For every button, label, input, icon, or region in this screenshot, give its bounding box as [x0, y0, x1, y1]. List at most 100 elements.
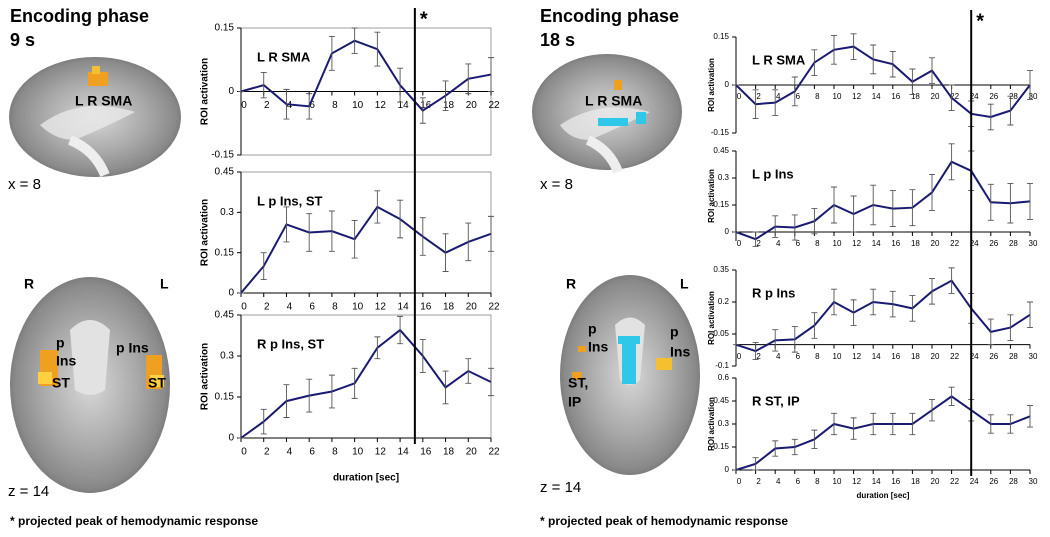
- error-bar: [397, 199, 404, 239]
- error-bar: [811, 208, 818, 235]
- error-bar: [929, 278, 935, 305]
- y-tick-label: 0.15: [215, 392, 235, 403]
- error-bar: [889, 50, 896, 78]
- data-line: [240, 328, 492, 439]
- x-tick-label: 8: [332, 447, 338, 458]
- x-tick-label: 28: [1009, 477, 1018, 486]
- x-tick-label: 8: [815, 92, 820, 101]
- error-bar: [772, 215, 779, 238]
- error-bar: [465, 63, 472, 95]
- y-tick-label: -0.15: [211, 150, 234, 161]
- error-bar: [889, 190, 896, 228]
- y-tick-label: 0: [725, 465, 730, 474]
- x-tick-label: 26: [989, 477, 998, 486]
- error-bar: [465, 222, 472, 262]
- y-axis-label: ROI activation: [200, 58, 211, 125]
- x-tick-label: 16: [891, 477, 900, 486]
- peak-marker-label: *: [420, 8, 428, 30]
- y-tick-label: 0.6: [718, 373, 730, 382]
- error-bar: [811, 49, 818, 76]
- x-tick-label: 0: [737, 239, 742, 248]
- x-tick-label: 6: [309, 302, 315, 313]
- x-tick-label: 4: [776, 92, 781, 101]
- x-tick-label: 4: [287, 100, 293, 111]
- error-bar: [870, 184, 877, 226]
- error-bar: [488, 215, 494, 252]
- y-tick-label: 0.3: [718, 173, 730, 182]
- peak-marker-label: *: [976, 10, 984, 32]
- y-tick-label: 0.15: [215, 23, 235, 34]
- error-bar: [283, 88, 290, 120]
- region-label: p: [588, 321, 597, 337]
- x-tick-label: 12: [375, 100, 387, 111]
- x-tick-label: 8: [815, 352, 820, 361]
- y-axis-label: ROI activation: [707, 291, 716, 345]
- x-tick-label: 4: [776, 352, 781, 361]
- error-bar: [488, 367, 494, 397]
- x-tick-label: 12: [852, 239, 861, 248]
- y-tick-label: 0.3: [220, 207, 234, 218]
- x-tick-label: 8: [815, 239, 820, 248]
- x-tick-label: 12: [375, 447, 387, 458]
- error-bar: [791, 326, 798, 353]
- side-label: L: [160, 276, 169, 292]
- x-tick-label: 22: [488, 447, 500, 458]
- error-bar: [772, 329, 779, 352]
- y-tick-label: 0.35: [713, 265, 729, 274]
- error-bar: [1007, 314, 1014, 341]
- error-bar: [987, 103, 994, 131]
- x-tick-label: 10: [833, 477, 842, 486]
- error-bar: [351, 367, 358, 399]
- data-line: [240, 39, 492, 112]
- error-bar: [831, 412, 837, 436]
- x-tick-label: 16: [420, 100, 432, 111]
- side-label: L: [680, 276, 689, 292]
- x-tick-label: 8: [332, 100, 338, 111]
- error-bar: [870, 44, 877, 75]
- error-bar: [283, 206, 290, 243]
- region-label: p: [56, 335, 65, 351]
- error-bar: [772, 440, 779, 457]
- x-tick-label: 0: [241, 447, 247, 458]
- error-bar: [752, 231, 759, 247]
- x-tick-label: 2: [264, 302, 270, 313]
- error-bar: [889, 290, 896, 318]
- x-tick-label: 18: [911, 477, 920, 486]
- error-bar: [850, 33, 857, 60]
- y-tick-label: 0.3: [718, 419, 730, 428]
- error-bar: [306, 378, 313, 413]
- y-axis-label: ROI activation: [200, 343, 211, 410]
- error-bar: [831, 34, 837, 65]
- data-line: [240, 205, 492, 294]
- brain-sagittal: [532, 54, 682, 174]
- error-bar: [442, 80, 449, 111]
- x-tick-label: 16: [891, 239, 900, 248]
- chart-title: L p Ins: [752, 166, 794, 181]
- x-tick-label: 14: [398, 302, 410, 313]
- error-bar: [909, 295, 916, 322]
- x-axis-label: duration [sec]: [333, 473, 399, 484]
- y-tick-label: 0.15: [713, 32, 729, 41]
- y-tick-label: 0: [725, 227, 730, 236]
- x-tick-label: 8: [332, 302, 338, 313]
- y-tick-label: 0.15: [215, 247, 235, 258]
- x-tick-label: 4: [776, 477, 781, 486]
- x-tick-label: 30: [1029, 352, 1038, 361]
- x-tick-label: 20: [466, 447, 478, 458]
- y-axis-label: ROI activation: [200, 199, 211, 266]
- x-tick-label: 18: [911, 239, 920, 248]
- data-line: [735, 395, 1031, 471]
- error-bar: [283, 384, 290, 418]
- y-tick-label: 0: [725, 80, 730, 89]
- x-tick-label: 28: [1009, 239, 1018, 248]
- x-tick-label: 4: [776, 239, 781, 248]
- error-bar: [1027, 70, 1033, 100]
- error-bar: [374, 31, 381, 67]
- y-axis-label: ROI activation: [707, 397, 716, 451]
- panel-title: Encoding phase: [10, 6, 149, 26]
- x-tick-label: 20: [931, 352, 940, 361]
- x-tick-label: 6: [796, 477, 801, 486]
- error-bar: [1007, 95, 1014, 126]
- x-tick-label: 2: [756, 352, 761, 361]
